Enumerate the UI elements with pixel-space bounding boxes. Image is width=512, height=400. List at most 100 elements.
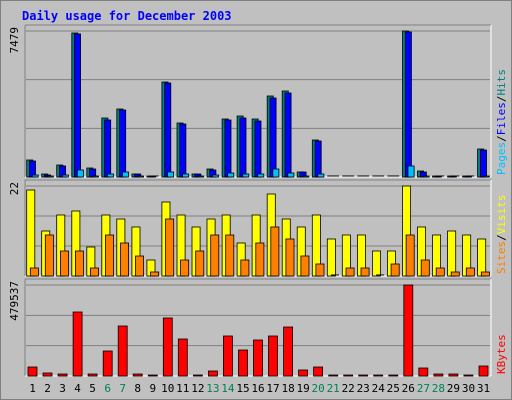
bar-visits-sites-day-28 [435,267,445,277]
bar-hits-pages-day-27 [422,175,430,178]
bar-hits-files-day-20 [314,140,322,178]
legend-entry: Sites [495,241,508,274]
legend-hits: Pages/Files/Hits [495,69,508,175]
legend-entry: KBytes [495,334,508,374]
bar-hits-pages-day-3 [61,174,69,178]
bar-kbytes-kbytes-day-21 [328,374,339,377]
bar-visits-sites-day-26 [405,234,415,277]
bar-hits-files-day-17 [269,97,277,178]
bar-kbytes-kbytes-day-9 [147,374,158,377]
bar-visits-sites-day-9 [150,271,160,277]
ymax-label-visits: 22 [8,182,21,195]
x-tick-label: 28 [432,382,445,395]
bar-visits-sites-day-29 [450,271,460,277]
bar-visits-sites-day-1 [29,267,39,277]
bar-visits-sites-day-20 [315,263,325,277]
bar-hits-pages-day-16 [257,173,265,178]
x-tick-label: 14 [221,382,235,395]
bar-kbytes-kbytes-day-29 [448,373,459,377]
bar-hits-pages-day-18 [287,172,295,178]
x-tick-label: 1 [29,382,36,395]
bar-hits-files-day-10 [164,82,172,178]
bar-visits-sites-day-6 [105,234,115,277]
x-tick-label: 29 [447,382,460,395]
bar-kbytes-kbytes-day-26 [403,284,414,377]
legend-entry: Hits [495,69,508,96]
x-tick-label: 18 [281,382,294,395]
legend-entry: Visits [495,195,508,235]
bar-visits-sites-day-25 [390,263,400,277]
bar-kbytes-kbytes-day-20 [313,366,324,377]
x-tick-label: 8 [134,382,141,395]
bar-visits-sites-day-10 [165,218,175,277]
x-tick-label: 23 [357,382,370,395]
x-tick-label: 26 [402,382,415,395]
bar-kbytes-kbytes-day-11 [177,338,188,377]
x-tick-label: 13 [206,382,219,395]
x-tick-label: 10 [161,382,174,395]
bar-hits-pages-day-7 [122,171,129,178]
bar-visits-sites-day-12 [195,250,205,277]
bar-hits-pages-day-4 [76,169,84,178]
x-tick-label: 19 [296,382,309,395]
ymax-label-kbytes: 479537 [8,281,21,321]
bar-hits-files-day-16 [254,120,262,178]
bar-hits-pages-day-11 [182,173,190,178]
bar-visits-sites-day-17 [270,226,280,277]
bar-visits-sites-day-19 [300,255,310,277]
bar-visits-sites-day-22 [345,267,355,277]
bar-visits-sites-day-3 [60,250,69,277]
legend-entry: / [495,96,508,103]
bar-visits-sites-day-15 [240,259,250,277]
bar-visits-sites-day-8 [135,255,145,277]
bar-hits-pages-day-20 [317,173,325,178]
bar-visits-sites-day-31 [480,271,490,277]
bar-hits-files-day-14 [224,119,232,178]
bar-hits-pages-day-14 [227,172,235,178]
bar-kbytes-kbytes-day-10 [162,317,173,377]
bar-hits-pages-day-2 [46,175,54,178]
legend-visits: Sites/Visits [495,195,508,275]
bar-kbytes-kbytes-day-6 [102,350,113,377]
x-tick-label: 24 [372,382,386,395]
bar-kbytes-kbytes-day-19 [298,369,309,377]
bar-kbytes-kbytes-day-2 [42,372,53,377]
x-tick-label: 3 [59,382,66,395]
bar-visits-sites-day-7 [120,242,130,277]
bar-hits-files-day-11 [179,123,187,178]
x-tick-label: 6 [104,382,111,395]
bar-kbytes-kbytes-day-25 [388,374,399,377]
bar-kbytes-kbytes-day-13 [207,370,218,377]
bar-kbytes-kbytes-day-31 [478,365,489,377]
bar-kbytes-kbytes-day-7 [117,325,128,377]
bar-visits-sites-day-30 [465,267,475,277]
bar-visits-sites-day-18 [285,238,295,277]
ymax-label-hits: 7479 [8,27,21,54]
bar-visits-sites-day-14 [225,234,235,277]
x-tick-label: 15 [236,382,249,395]
bar-hits-files-day-4 [74,33,81,178]
bar-kbytes-kbytes-day-27 [418,367,429,377]
bar-visits-sites-day-11 [180,259,190,277]
x-tick-label: 27 [417,382,430,395]
bar-hits-pages-day-17 [272,168,280,178]
bar-kbytes-kbytes-day-24 [373,374,384,377]
x-tick-label: 4 [74,382,81,395]
bar-visits-sites-day-4 [75,250,84,277]
bar-hits-pages-day-26 [407,165,415,178]
bar-visits-sites-day-27 [420,259,430,277]
bar-kbytes-kbytes-day-14 [222,335,233,377]
bar-kbytes-kbytes-day-15 [238,349,248,377]
x-tick-label: 12 [191,382,204,395]
x-tick-label: 2 [44,382,51,395]
bar-hits-pages-day-12 [197,175,205,178]
bar-visits-sites-day-2 [44,234,54,277]
bar-visits-visits-day-29 [447,230,457,277]
bar-kbytes-kbytes-day-3 [57,373,68,377]
x-tick-label: 9 [149,382,156,395]
x-tick-label: 5 [89,382,96,395]
bar-visits-sites-day-16 [255,242,265,277]
bar-hits-files-day-26 [404,31,412,178]
bar-hits-pages-day-31 [482,175,490,178]
